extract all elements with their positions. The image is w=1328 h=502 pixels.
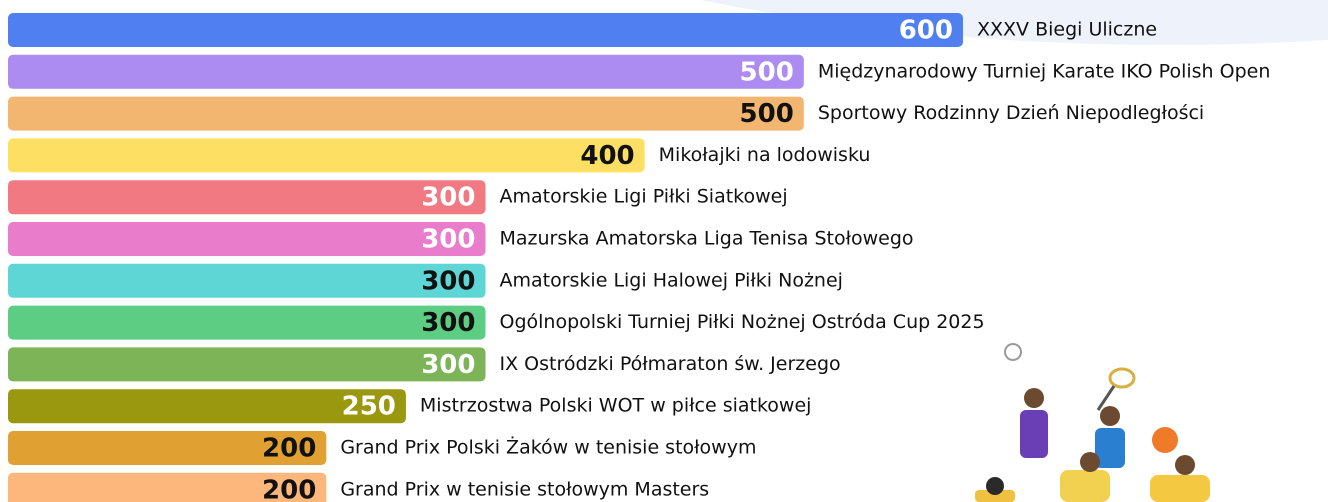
value-label: 400 <box>580 141 634 171</box>
value-label: 500 <box>740 99 794 129</box>
value-label: 200 <box>262 475 316 502</box>
category-label: Mistrzostwa Polski WOT w piłce siatkowej <box>420 395 812 417</box>
category-label: Mazurska Amatorska Liga Tenisa Stołowego <box>500 228 914 250</box>
value-label: 300 <box>421 183 475 213</box>
bar <box>8 305 486 340</box>
category-label: Grand Prix w tenisie stołowym Masters <box>340 478 709 500</box>
bar <box>8 13 963 47</box>
category-label: IX Ostródzki Półmaraton św. Jerzego <box>500 353 841 375</box>
category-label: XXXV Biegi Uliczne <box>977 19 1157 41</box>
bar <box>8 347 486 382</box>
category-label: Amatorskie Ligi Piłki Siatkowej <box>500 186 788 208</box>
value-label: 300 <box>421 308 475 338</box>
value-label: 200 <box>262 434 316 464</box>
bar <box>8 180 486 215</box>
category-label: Mikołajki na lodowisku <box>659 144 871 166</box>
bar <box>8 54 804 89</box>
bar <box>8 138 645 173</box>
bar <box>8 96 804 131</box>
bar <box>8 472 327 502</box>
category-label: Ogólnopolski Turniej Piłki Nożnej Ostród… <box>500 311 985 333</box>
bar <box>8 389 406 424</box>
category-label: Sportowy Rodzinny Dzień Niepodległości <box>818 102 1204 124</box>
bar <box>8 431 327 465</box>
value-label: 300 <box>421 225 475 255</box>
category-label: Międzynarodowy Turniej Karate IKO Polish… <box>818 60 1271 82</box>
value-label: 250 <box>342 392 396 422</box>
bar <box>8 263 486 298</box>
background-arc <box>700 0 1328 45</box>
category-label: Amatorskie Ligi Halowej Piłki Nożnej <box>500 269 843 291</box>
value-label: 600 <box>899 16 953 46</box>
category-label: Grand Prix Polski Żaków w tenisie stołow… <box>340 436 756 459</box>
bar <box>8 222 486 256</box>
value-label: 300 <box>421 266 475 296</box>
value-label: 500 <box>740 57 794 87</box>
athletes-illustration <box>975 343 1210 502</box>
value-label: 300 <box>421 350 475 380</box>
